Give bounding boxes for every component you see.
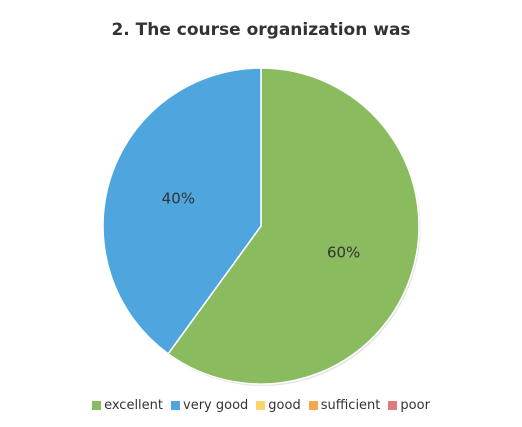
legend-swatch <box>92 401 102 410</box>
legend: excellent very good good sufficient poor <box>0 398 522 413</box>
legend-item-poor: poor <box>388 398 430 413</box>
legend-label: poor <box>400 398 430 413</box>
legend-item-excellent: excellent <box>92 398 163 413</box>
data-label-very-good: 40% <box>162 190 195 208</box>
legend-label: sufficient <box>320 398 381 413</box>
legend-swatch <box>308 401 318 410</box>
legend-item-very-good: very good <box>171 398 248 413</box>
pie-slice-very-good <box>102 67 262 355</box>
legend-label: excellent <box>104 398 164 413</box>
legend-label: very good <box>183 398 249 413</box>
pie-slice-excellent <box>167 67 420 385</box>
legend-swatch <box>256 401 266 410</box>
data-label-excellent: 60% <box>327 243 360 261</box>
legend-swatch <box>171 401 181 410</box>
legend-item-sufficient: sufficient <box>308 398 381 413</box>
chart-title: 2. The course organization was <box>111 20 411 40</box>
legend-swatch <box>388 401 398 410</box>
legend-item-good: good <box>256 398 301 413</box>
legend-label: good <box>268 398 301 413</box>
